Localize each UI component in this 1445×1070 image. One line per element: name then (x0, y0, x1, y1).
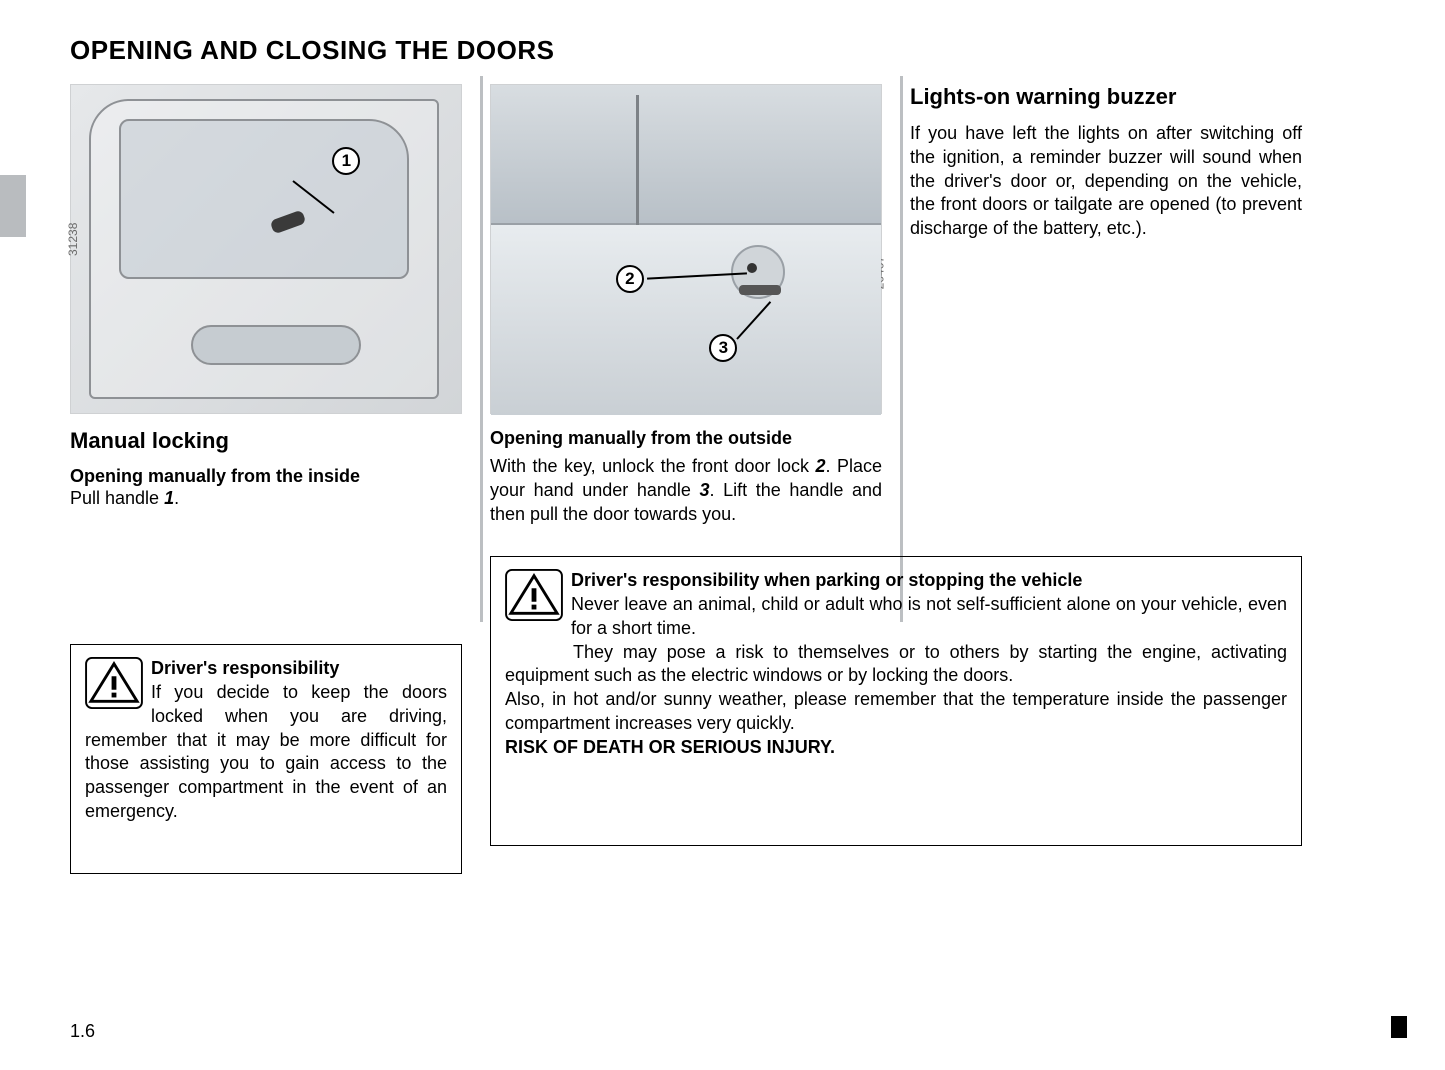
keyhole (747, 263, 757, 273)
column-1: 31238 1 Manual locking Opening manually … (70, 84, 462, 526)
side-tab (0, 175, 26, 237)
armrest (191, 325, 361, 365)
buzzer-heading: Lights-on warning buzzer (910, 84, 1302, 110)
column-divider-2 (900, 76, 903, 622)
columns: 31238 1 Manual locking Opening manually … (70, 84, 1375, 526)
window-outline (119, 119, 409, 279)
warning-2-p2: They may pose a risk to themselves or to… (505, 641, 1287, 689)
column-2: 26467 2 3 Opening manually from the outs… (490, 84, 882, 526)
figure-1-id: 31238 (66, 223, 80, 256)
page-number: 1.6 (70, 1021, 95, 1042)
page-title: OPENING AND CLOSING THE DOORS (70, 35, 1375, 66)
warning-box-1: Driver's responsibility If you decide to… (70, 644, 462, 874)
callout-2: 2 (616, 265, 644, 293)
lower-row: Driver's responsibility If you decide to… (70, 556, 1375, 874)
warning-box-2: Driver's responsibility when parking or … (490, 556, 1302, 846)
warning-2-p3: Also, in hot and/or sunny weather, pleas… (505, 688, 1287, 736)
warning-icon (505, 569, 563, 621)
opening-inside-subheading: Opening manually from the inside (70, 466, 462, 487)
footer-mark (1391, 1016, 1407, 1038)
buzzer-text: If you have left the lights on after swi… (910, 122, 1302, 241)
figure-1: 31238 1 (70, 84, 462, 414)
pillar (636, 95, 639, 225)
door-panel (491, 225, 881, 415)
lower-right: Driver's responsibility when parking or … (490, 556, 1302, 874)
manual-locking-heading: Manual locking (70, 428, 462, 454)
opening-outside-subheading: Opening manually from the outside (490, 428, 882, 449)
column-divider-1 (480, 76, 483, 622)
column-3: Lights-on warning buzzer If you have lef… (910, 84, 1302, 526)
opening-outside-text: With the key, unlock the front door lock… (490, 455, 882, 526)
warning-2-p1: Never leave an animal, child or adult wh… (505, 593, 1287, 641)
warning-icon (85, 657, 143, 709)
lower-left: Driver's responsibility If you decide to… (70, 556, 462, 874)
warning-2-body: Driver's responsibility when parking or … (505, 569, 1287, 759)
opening-inside-text: Pull handle 1. (70, 487, 462, 511)
door-handle-outside (739, 285, 781, 295)
warning-2-risk: RISK OF DEATH OR SERIOUS INJURY. (505, 736, 1287, 760)
window-area (491, 85, 881, 225)
figure-2: 26467 2 3 (490, 84, 882, 414)
